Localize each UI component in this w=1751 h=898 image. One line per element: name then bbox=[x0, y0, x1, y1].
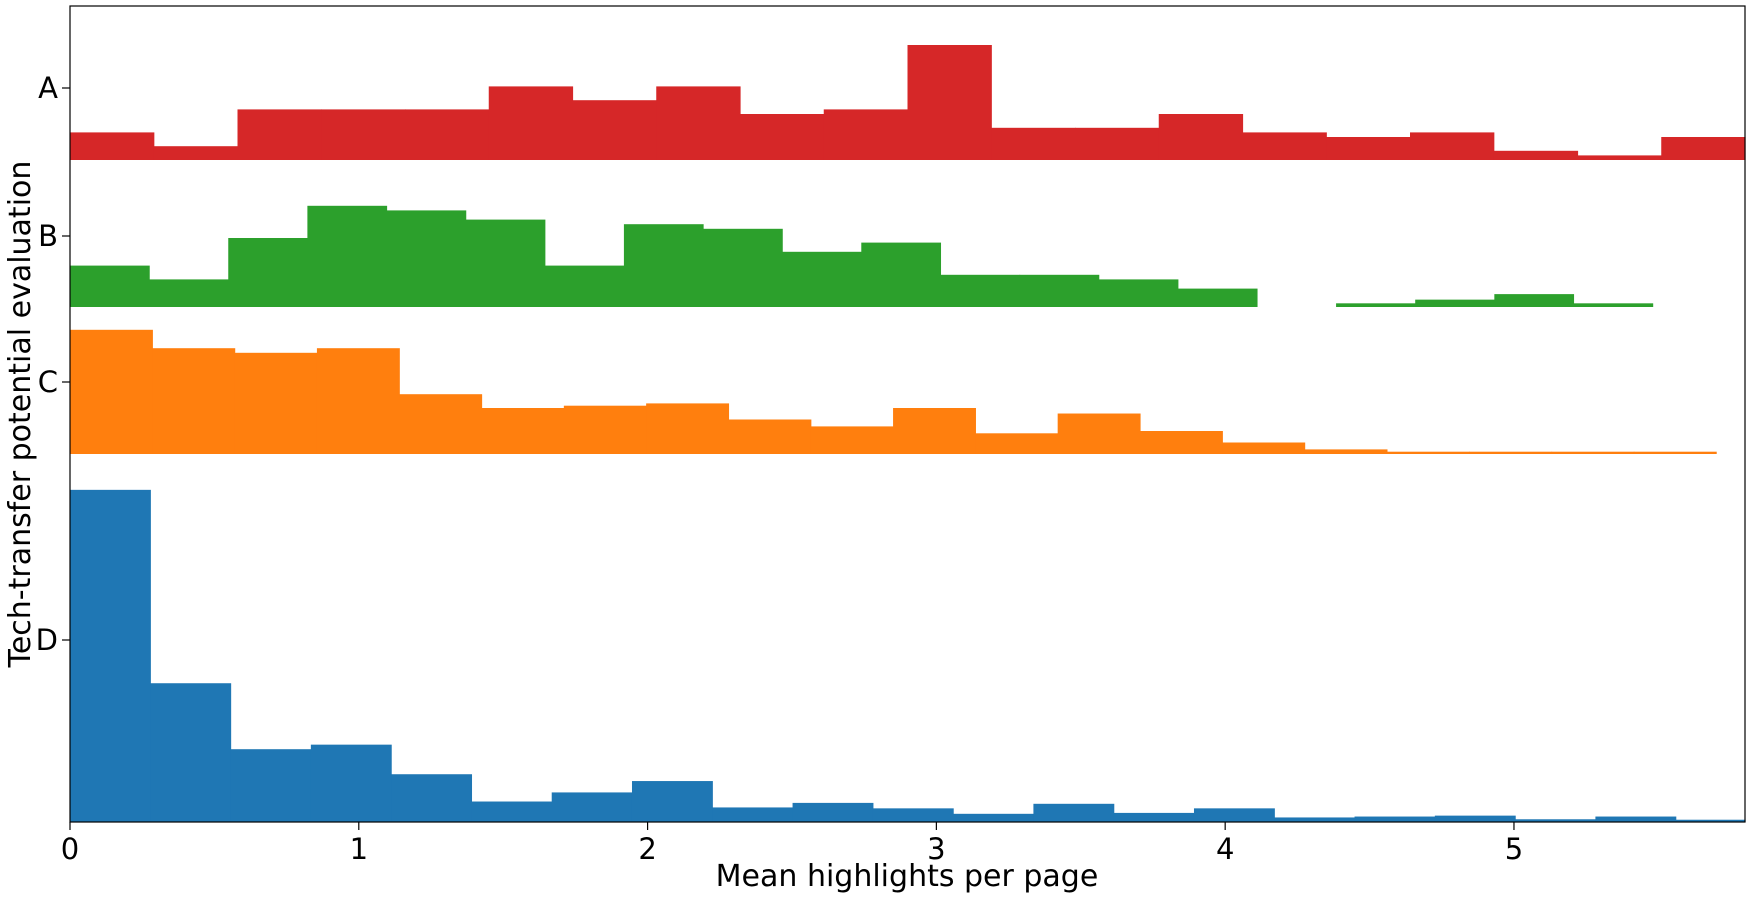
bar-C-0 bbox=[70, 329, 153, 454]
histogram-bars bbox=[70, 45, 1746, 823]
bar-A-3 bbox=[321, 109, 406, 160]
bar-B-18 bbox=[1494, 294, 1575, 307]
bar-C-11 bbox=[975, 433, 1059, 454]
x-axis-ticks: 0 1 2 3 4 5 bbox=[61, 822, 1523, 866]
y-tick-label-B: B bbox=[38, 219, 58, 253]
bar-D-5 bbox=[471, 801, 553, 822]
bar-A-19 bbox=[1661, 137, 1746, 160]
bar-D-11 bbox=[953, 813, 1035, 822]
bar-A-1 bbox=[153, 146, 239, 160]
bar-A-4 bbox=[405, 109, 490, 160]
bar-D-20 bbox=[1675, 819, 1746, 822]
bar-B-14 bbox=[1177, 288, 1258, 307]
bar-A-11 bbox=[991, 127, 1076, 160]
bar-B-3 bbox=[307, 205, 388, 307]
bar-C-15 bbox=[1304, 449, 1388, 454]
bar-D-8 bbox=[712, 807, 794, 822]
bar-B-2 bbox=[228, 238, 308, 307]
bar-D-19 bbox=[1595, 816, 1677, 822]
bar-D-18 bbox=[1515, 819, 1596, 822]
y-axis-ticks: A B C D bbox=[36, 71, 70, 657]
x-tick-label-5: 5 bbox=[1505, 832, 1523, 866]
bar-D-9 bbox=[792, 802, 874, 822]
bar-A-7 bbox=[656, 86, 741, 160]
bar-B-6 bbox=[544, 265, 625, 307]
x-tick-label-3: 3 bbox=[927, 832, 945, 866]
bar-D-6 bbox=[551, 792, 633, 822]
bar-B-12 bbox=[1019, 274, 1100, 307]
bar-B-10 bbox=[861, 242, 942, 307]
bar-B-0 bbox=[70, 265, 150, 307]
bar-C-2 bbox=[234, 352, 318, 454]
bar-A-16 bbox=[1410, 132, 1495, 160]
bar-C-17 bbox=[1469, 451, 1553, 454]
bar-D-2 bbox=[230, 749, 312, 822]
bar-D-15 bbox=[1274, 817, 1356, 822]
bar-B-16 bbox=[1336, 303, 1416, 307]
bar-D-13 bbox=[1113, 812, 1195, 822]
bar-C-8 bbox=[728, 419, 812, 454]
bar-B-8 bbox=[703, 228, 783, 307]
y-tick-label-D: D bbox=[36, 623, 58, 657]
bar-A-15 bbox=[1326, 137, 1411, 160]
bar-C-9 bbox=[810, 426, 894, 454]
bar-A-0 bbox=[70, 132, 155, 160]
bar-A-8 bbox=[740, 114, 825, 160]
bar-D-0 bbox=[70, 489, 151, 822]
bar-D-16 bbox=[1354, 816, 1436, 822]
bar-B-5 bbox=[465, 219, 546, 307]
bar-C-5 bbox=[481, 408, 565, 454]
bar-A-12 bbox=[1075, 127, 1160, 160]
bar-D-10 bbox=[872, 808, 954, 822]
bar-A-10 bbox=[907, 45, 992, 160]
bar-B-17 bbox=[1415, 299, 1495, 307]
bar-D-1 bbox=[150, 683, 232, 823]
bar-C-13 bbox=[1139, 431, 1223, 454]
x-tick-label-1: 1 bbox=[350, 832, 368, 866]
bar-B-13 bbox=[1098, 279, 1179, 307]
bar-B-9 bbox=[782, 251, 862, 307]
bar-A-6 bbox=[572, 100, 657, 160]
bar-D-4 bbox=[391, 774, 473, 822]
x-tick-label-2: 2 bbox=[638, 832, 656, 866]
bar-C-10 bbox=[893, 408, 976, 454]
bar-D-3 bbox=[310, 744, 392, 822]
bar-C-18 bbox=[1551, 451, 1635, 454]
bar-B-1 bbox=[149, 279, 229, 307]
bar-C-19 bbox=[1633, 451, 1717, 454]
bar-A-2 bbox=[237, 109, 322, 160]
bar-D-17 bbox=[1434, 815, 1516, 822]
bar-D-7 bbox=[631, 781, 713, 822]
x-axis-title: Mean highlights per page bbox=[716, 859, 1099, 894]
bar-D-14 bbox=[1193, 808, 1275, 822]
y-tick-label-C: C bbox=[38, 365, 58, 399]
bar-A-5 bbox=[488, 86, 574, 160]
x-tick-label-4: 4 bbox=[1216, 832, 1234, 866]
bar-C-14 bbox=[1222, 442, 1306, 454]
bar-A-13 bbox=[1158, 114, 1244, 160]
bar-A-18 bbox=[1577, 155, 1662, 160]
bar-A-9 bbox=[823, 109, 909, 160]
y-axis-title: Tech-transfer potential evaluation bbox=[3, 161, 38, 669]
plot-frame bbox=[69, 5, 1746, 823]
bar-D-12 bbox=[1033, 803, 1115, 822]
bar-C-16 bbox=[1386, 451, 1470, 454]
bar-C-12 bbox=[1057, 413, 1141, 454]
bar-A-17 bbox=[1493, 150, 1579, 160]
bar-C-4 bbox=[399, 394, 483, 454]
bar-C-7 bbox=[646, 403, 730, 454]
bar-B-7 bbox=[623, 224, 704, 307]
bar-B-4 bbox=[386, 210, 467, 307]
x-tick-label-0: 0 bbox=[61, 832, 79, 866]
y-tick-label-A: A bbox=[38, 71, 58, 105]
bar-B-19 bbox=[1573, 303, 1654, 307]
bar-C-3 bbox=[316, 348, 400, 454]
bar-A-14 bbox=[1242, 132, 1327, 160]
bar-C-1 bbox=[152, 348, 236, 454]
bar-B-11 bbox=[940, 274, 1021, 307]
bar-C-6 bbox=[563, 405, 647, 454]
